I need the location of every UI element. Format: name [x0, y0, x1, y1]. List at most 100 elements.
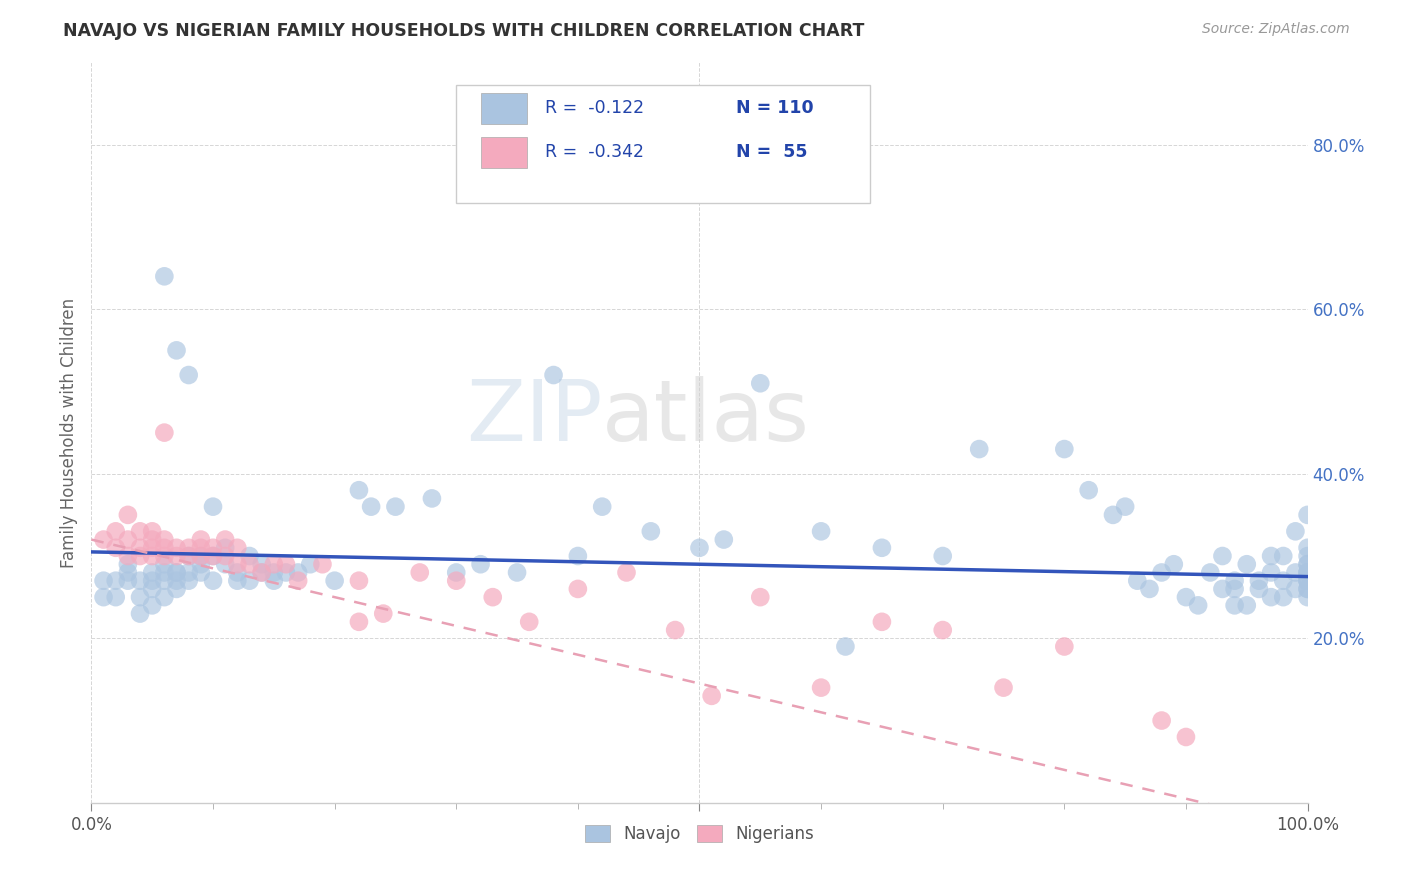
Point [1150, 714, 1173, 728]
Point [420, 491, 443, 506]
Point [1296, 574, 1319, 588]
Legend: Navajo, Nigerians: Navajo, Nigerians [578, 819, 821, 850]
Point [226, 541, 249, 555]
Point [1260, 549, 1282, 563]
FancyBboxPatch shape [456, 85, 870, 203]
Point [190, 566, 212, 580]
Point [1296, 558, 1319, 572]
Point [117, 566, 139, 580]
Point [1284, 566, 1306, 580]
Point [166, 566, 188, 580]
Point [104, 590, 127, 604]
Text: ZIP: ZIP [465, 376, 602, 459]
Point [117, 558, 139, 572]
Point [543, 368, 565, 382]
Point [373, 607, 395, 621]
FancyBboxPatch shape [481, 137, 527, 169]
Point [470, 558, 492, 572]
Point [1296, 582, 1319, 596]
Point [202, 549, 225, 563]
Point [226, 566, 249, 580]
Text: N = 110: N = 110 [735, 99, 814, 117]
Point [177, 368, 200, 382]
Point [931, 623, 953, 637]
Point [287, 566, 309, 580]
Point [384, 500, 406, 514]
Point [104, 574, 127, 588]
Point [1296, 566, 1319, 580]
Point [1223, 599, 1246, 613]
Point [129, 574, 152, 588]
Point [1296, 558, 1319, 572]
Point [688, 541, 710, 555]
Point [567, 549, 589, 563]
Point [1284, 582, 1306, 596]
Point [202, 574, 225, 588]
Point [1272, 549, 1295, 563]
Point [287, 574, 309, 588]
Text: N =  55: N = 55 [735, 143, 807, 161]
Point [444, 574, 467, 588]
Point [1296, 590, 1319, 604]
Point [311, 558, 333, 572]
Point [250, 558, 273, 572]
Point [141, 549, 163, 563]
Point [153, 590, 176, 604]
Point [810, 524, 832, 539]
Text: R =  -0.342: R = -0.342 [546, 143, 644, 161]
Point [153, 549, 176, 563]
Point [166, 582, 188, 596]
Point [1223, 574, 1246, 588]
FancyBboxPatch shape [481, 93, 527, 124]
Point [141, 582, 163, 596]
Point [749, 590, 772, 604]
Point [517, 615, 540, 629]
Point [810, 681, 832, 695]
Point [1102, 508, 1125, 522]
Point [177, 541, 200, 555]
Point [141, 524, 163, 539]
Point [214, 558, 236, 572]
Point [360, 500, 382, 514]
Point [1296, 574, 1319, 588]
Point [1211, 582, 1233, 596]
Point [153, 558, 176, 572]
Point [931, 549, 953, 563]
Point [444, 566, 467, 580]
Point [129, 549, 152, 563]
Point [166, 549, 188, 563]
Point [202, 549, 225, 563]
Point [1296, 566, 1319, 580]
Y-axis label: Family Households with Children: Family Households with Children [59, 298, 77, 567]
Point [166, 574, 188, 588]
Text: R =  -0.122: R = -0.122 [546, 99, 644, 117]
Point [153, 566, 176, 580]
Point [153, 574, 176, 588]
Point [1114, 500, 1136, 514]
Point [1260, 566, 1282, 580]
Point [1296, 549, 1319, 563]
Point [1175, 730, 1198, 744]
Text: Source: ZipAtlas.com: Source: ZipAtlas.com [1202, 22, 1350, 37]
Point [1272, 590, 1295, 604]
Point [238, 558, 260, 572]
Point [481, 590, 503, 604]
Point [177, 549, 200, 563]
Point [263, 558, 285, 572]
Point [1077, 483, 1099, 498]
Point [202, 541, 225, 555]
Point [274, 558, 297, 572]
Point [1053, 442, 1076, 456]
Point [153, 541, 176, 555]
Point [129, 541, 152, 555]
Point [226, 574, 249, 588]
Point [993, 681, 1015, 695]
Point [1163, 558, 1185, 572]
Point [567, 582, 589, 596]
Point [1260, 590, 1282, 604]
Point [190, 558, 212, 572]
Point [870, 541, 893, 555]
Point [214, 541, 236, 555]
Point [870, 615, 893, 629]
Point [117, 549, 139, 563]
